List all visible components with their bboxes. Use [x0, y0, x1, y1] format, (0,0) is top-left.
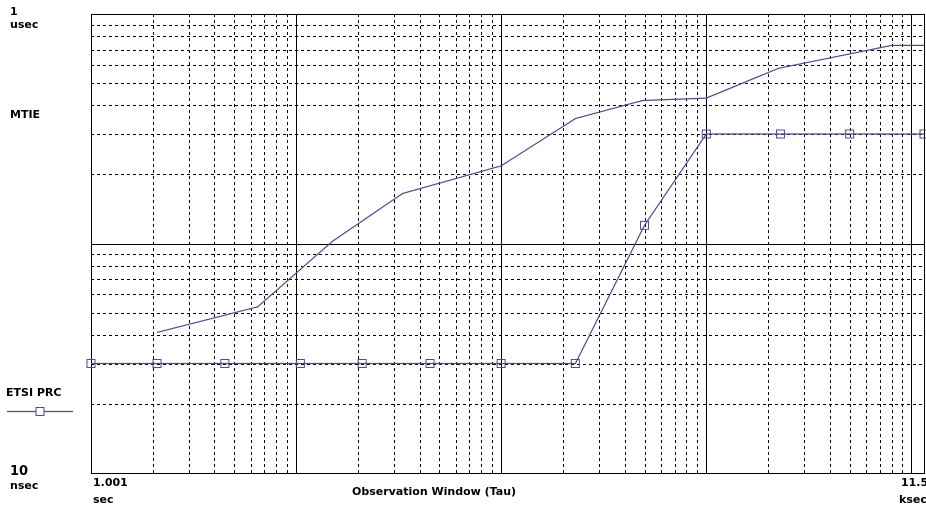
data-point-marker [775, 129, 785, 139]
legend-series-name: ETSI PRC [6, 386, 62, 399]
legend-marker-icon [35, 407, 45, 416]
data-point-marker [86, 359, 96, 369]
data-point-marker [357, 359, 367, 369]
y-bottom-unit: nsec [10, 479, 39, 492]
plot-frame [91, 14, 925, 474]
y-top-value: 1 [10, 5, 18, 18]
x-left-unit: sec [93, 493, 114, 506]
data-point-marker [295, 359, 305, 369]
data-point-marker [570, 359, 580, 369]
data-point-marker [845, 129, 855, 139]
x-axis-label: Observation Window (Tau) [352, 485, 517, 498]
series-line-etsi-prc [91, 133, 924, 365]
data-point-marker [220, 359, 230, 369]
data-point-marker [640, 220, 650, 230]
x-left-value: 1.001 [93, 476, 128, 489]
series-line-0 [156, 44, 924, 333]
data-point-marker [425, 359, 435, 369]
x-right-value: 11.52 [901, 476, 926, 489]
data-point-marker [919, 129, 926, 139]
y-bottom-value: 10 [10, 464, 29, 479]
y-top-unit: usec [10, 18, 39, 31]
data-point-marker [496, 359, 506, 369]
x-right-unit: ksec [899, 493, 926, 506]
data-point-marker [152, 359, 162, 369]
data-point-marker [701, 129, 711, 139]
y-axis-label: MTIE [10, 108, 41, 121]
